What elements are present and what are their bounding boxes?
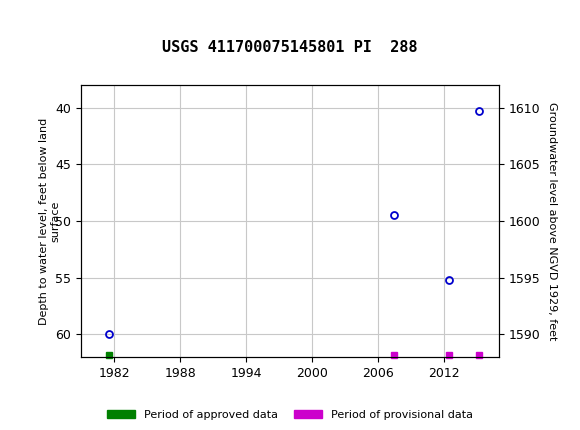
Legend: Period of approved data, Period of provisional data: Period of approved data, Period of provi… <box>103 405 477 424</box>
Text: USGS: USGS <box>9 10 64 28</box>
Y-axis label: Depth to water level, feet below land
surface: Depth to water level, feet below land su… <box>39 117 61 325</box>
Text: USGS 411700075145801 PI  288: USGS 411700075145801 PI 288 <box>162 40 418 55</box>
Y-axis label: Groundwater level above NGVD 1929, feet: Groundwater level above NGVD 1929, feet <box>547 102 557 340</box>
Text: ≋: ≋ <box>3 9 19 28</box>
